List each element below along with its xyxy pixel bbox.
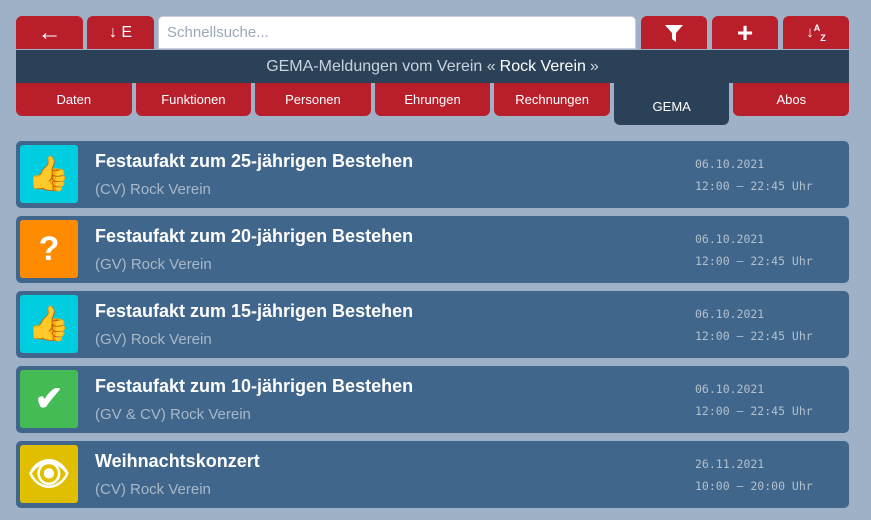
item-time: 12:00 – 22:45 Uhr <box>695 254 813 268</box>
item-subtitle: (GV) Rock Verein <box>95 256 212 273</box>
filter-icon <box>665 24 683 42</box>
tab-rechnungen[interactable]: Rechnungen <box>494 83 610 116</box>
item-date: 06.10.2021 <box>695 157 765 171</box>
tab-gema[interactable]: GEMA <box>613 83 730 125</box>
back-button[interactable]: ← <box>16 16 83 49</box>
item-time: 12:00 – 22:45 Uhr <box>695 404 813 418</box>
item-date: 26.11.2021 <box>695 457 765 471</box>
tab-funktionen[interactable]: Funktionen <box>135 83 252 116</box>
list-item[interactable]: ? Festaufakt zum 20-jährigen Bestehen (G… <box>16 216 849 283</box>
add-button[interactable]: + <box>712 16 778 49</box>
sort-button[interactable]: ↓ E <box>87 16 154 49</box>
item-time: 10:00 – 20:00 Uhr <box>695 479 813 493</box>
item-date: 06.10.2021 <box>695 382 765 396</box>
search-input[interactable] <box>158 16 636 49</box>
tab-personen[interactable]: Personen <box>255 83 371 116</box>
item-title: Festaufakt zum 25-jährigen Bestehen <box>95 151 414 171</box>
tab-ehrungen[interactable]: Ehrungen <box>374 83 491 116</box>
item-date: 06.10.2021 <box>695 307 765 321</box>
thumbs-up-icon: 👍 <box>20 295 78 353</box>
item-subtitle: (GV) Rock Verein <box>95 331 212 348</box>
item-date: 06.10.2021 <box>695 232 765 246</box>
list-item[interactable]: 👍 Festaufakt zum 15-jährigen Bestehen (G… <box>16 291 849 358</box>
item-title: Festaufakt zum 10-jährigen Bestehen <box>95 376 414 396</box>
filter-button[interactable] <box>641 16 707 49</box>
item-time: 12:00 – 22:45 Uhr <box>695 329 813 343</box>
item-subtitle: (CV) Rock Verein <box>95 481 211 498</box>
tab-abos[interactable]: Abos <box>733 83 850 116</box>
list-item[interactable]: ✔ Festaufakt zum 10-jährigen Bestehen (G… <box>16 366 849 433</box>
item-title: Festaufakt zum 20-jährigen Bestehen <box>95 226 414 246</box>
question-icon: ? <box>20 220 78 278</box>
arrow-left-icon: ← <box>37 18 62 46</box>
list-item[interactable]: 👁 Weihnachtskonzert (CV) Rock Verein 26.… <box>16 441 849 508</box>
item-subtitle: (GV & CV) Rock Verein <box>95 406 251 423</box>
tab-daten[interactable]: Daten <box>16 83 132 116</box>
item-subtitle: (CV) Rock Verein <box>95 181 211 198</box>
title-suffix: » <box>589 57 599 75</box>
sort-alpha-icon: ↓AZ <box>806 22 826 43</box>
item-title: Weihnachtskonzert <box>95 451 260 471</box>
plus-icon: + <box>736 16 754 48</box>
club-name: Rock Verein <box>499 57 586 75</box>
check-icon: ✔ <box>20 370 78 428</box>
page-title: GEMA-Meldungen vom Verein «Rock Verein» <box>16 50 849 83</box>
eye-icon: 👁 <box>20 445 78 503</box>
title-prefix: GEMA-Meldungen vom Verein « <box>266 57 496 75</box>
thumbs-up-icon: 👍 <box>20 145 78 203</box>
sort-az-button[interactable]: ↓AZ <box>783 16 849 49</box>
item-time: 12:00 – 22:45 Uhr <box>695 179 813 193</box>
item-title: Festaufakt zum 15-jährigen Bestehen <box>95 301 414 321</box>
list-item[interactable]: 👍 Festaufakt zum 25-jährigen Bestehen (C… <box>16 141 849 208</box>
